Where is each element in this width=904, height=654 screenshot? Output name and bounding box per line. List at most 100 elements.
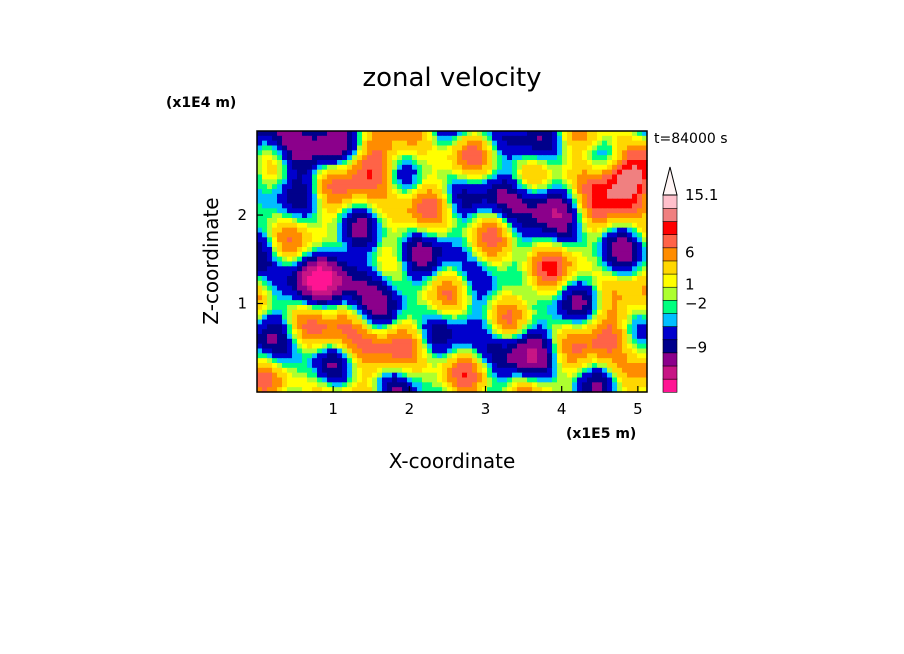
field-cell (542, 227, 548, 234)
field-cell (402, 348, 408, 354)
field-cell (292, 377, 298, 383)
field-cell (327, 184, 333, 190)
field-cell (487, 271, 493, 277)
field-cell (607, 218, 613, 224)
field-cell (637, 227, 643, 234)
field-cell (417, 140, 423, 147)
field-cell (632, 140, 638, 147)
field-cell (517, 150, 523, 156)
field-cell (562, 305, 568, 311)
field-cell (612, 160, 618, 166)
field-cell (372, 358, 378, 364)
field-cell (432, 334, 438, 340)
field-cell (487, 213, 493, 219)
field-cell (272, 319, 278, 325)
field-cell (567, 358, 573, 364)
field-cell (317, 184, 323, 190)
field-cell (572, 184, 578, 190)
field-cell (492, 208, 498, 214)
field-cell (437, 271, 443, 277)
field-cell (517, 319, 523, 325)
field-cell (257, 266, 263, 272)
field-cell (607, 184, 613, 190)
field-cell (612, 295, 618, 301)
field-cell (627, 179, 633, 185)
field-cell (422, 319, 428, 325)
field-cell (287, 218, 293, 224)
field-cell (592, 382, 598, 388)
field-cell (287, 160, 293, 166)
field-cell (337, 387, 343, 393)
field-cell (287, 319, 293, 325)
field-cell (412, 174, 418, 180)
field-cell (642, 169, 648, 176)
field-cell (422, 135, 428, 142)
field-cell (437, 222, 443, 229)
field-cell (322, 251, 328, 258)
field-cell (367, 256, 373, 263)
field-cell (357, 343, 363, 350)
field-cell (277, 213, 283, 219)
field-cell (542, 222, 548, 229)
field-cell (282, 237, 288, 243)
field-cell (422, 334, 428, 340)
field-cell (532, 145, 538, 151)
field-cell (357, 348, 363, 354)
field-cell (572, 256, 578, 263)
field-cell (642, 256, 648, 263)
field-cell (562, 367, 568, 374)
field-cell (487, 382, 493, 388)
field-cell (257, 184, 263, 190)
field-cell (607, 198, 613, 205)
field-cell (572, 353, 578, 359)
field-cell (327, 213, 333, 219)
field-cell (552, 266, 558, 272)
field-cell (452, 218, 458, 224)
field-cell (437, 338, 443, 345)
field-cell (437, 367, 443, 374)
field-cell (572, 295, 578, 301)
field-cell (297, 135, 303, 142)
field-cell (437, 261, 443, 267)
field-cell (577, 314, 583, 321)
field-cell (397, 222, 403, 229)
field-cell (357, 145, 363, 151)
field-cell (532, 309, 538, 316)
field-cell (397, 334, 403, 340)
field-cell (552, 179, 558, 185)
field-cell (597, 160, 603, 166)
field-cell (282, 367, 288, 374)
field-cell (642, 242, 648, 248)
field-cell (302, 256, 308, 263)
field-cell (372, 382, 378, 388)
field-cell (322, 179, 328, 185)
field-cell (477, 150, 483, 156)
field-cell (577, 150, 583, 156)
field-cell (332, 222, 338, 229)
field-cell (462, 145, 468, 151)
field-cell (357, 329, 363, 335)
field-cell (372, 256, 378, 263)
field-cell (267, 193, 273, 200)
field-cell (442, 169, 448, 176)
field-cell (472, 290, 478, 296)
field-cell (267, 319, 273, 325)
field-cell (512, 305, 518, 311)
field-cell (492, 218, 498, 224)
field-cell (322, 208, 328, 214)
field-cell (312, 174, 318, 180)
field-cell (637, 242, 643, 248)
field-cell (482, 193, 488, 200)
field-cell (282, 377, 288, 383)
field-cell (262, 247, 268, 253)
field-cell (562, 343, 568, 350)
field-cell (622, 140, 628, 147)
field-cell (552, 198, 558, 205)
field-cell (282, 160, 288, 166)
field-cell (467, 367, 473, 374)
field-cell (422, 160, 428, 166)
field-cell (412, 367, 418, 374)
field-cell (582, 198, 588, 205)
field-cell (462, 295, 468, 301)
field-cell (292, 189, 298, 195)
